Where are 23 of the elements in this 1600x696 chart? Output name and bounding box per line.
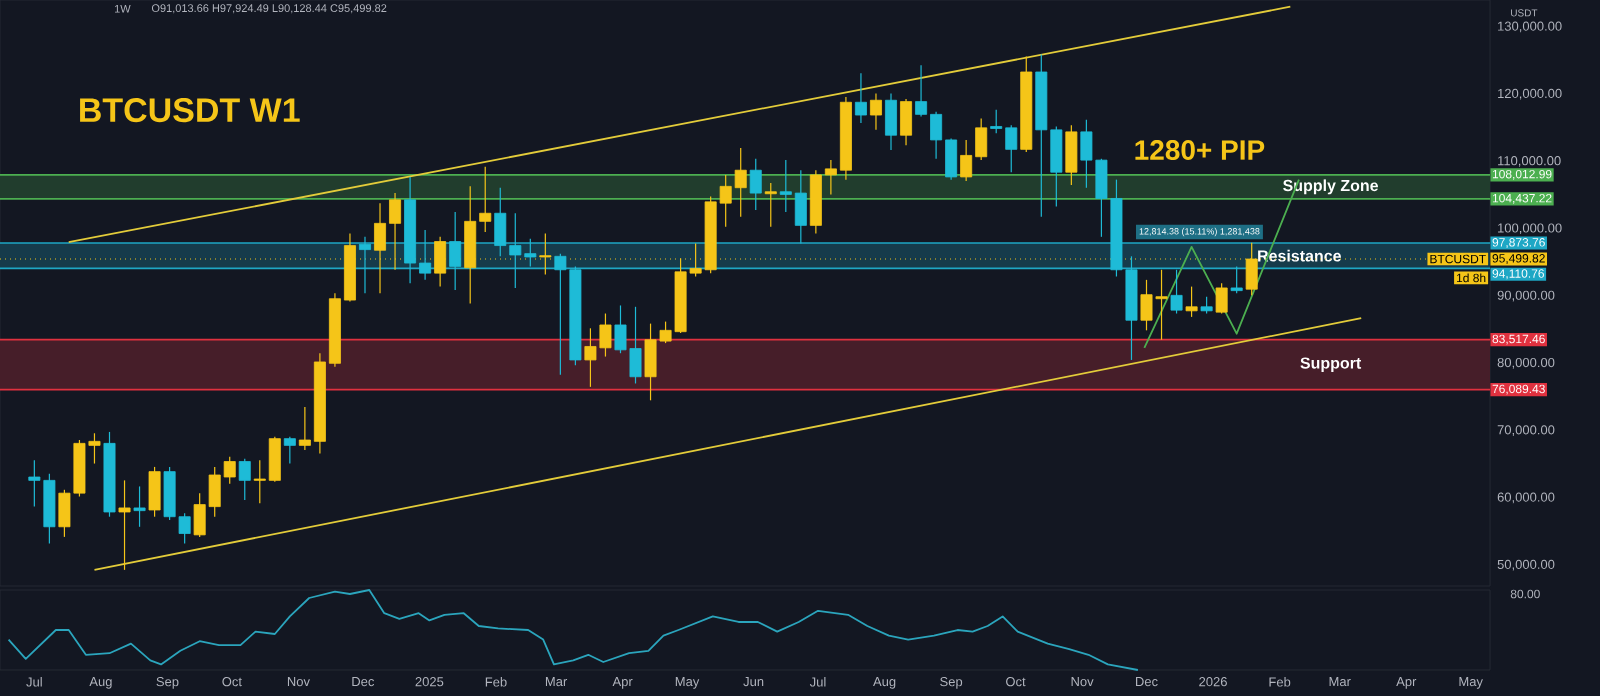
band-label: Supply Zone [1283,179,1379,195]
candlestick [749,158,762,211]
candlestick [118,479,131,571]
candlestick [764,182,777,228]
candlestick [1185,286,1198,318]
candlestick [854,72,867,124]
annotation: 1280+ PIP [1135,140,1265,160]
candlestick [133,485,146,528]
candlestick [359,236,371,294]
candlestick [283,436,296,465]
candlestick [238,458,251,501]
candlestick [900,98,913,146]
candlestick [148,466,161,518]
candlestick [1215,282,1228,315]
text: BTCUSDT W1 [80,98,300,123]
candlestick [885,92,897,151]
candlestick [1170,269,1183,315]
band-label: Support [1300,357,1362,372]
candlestick [869,92,882,131]
candlestick [1065,124,1078,186]
candlestick [449,211,462,291]
candlestick [1230,265,1243,294]
band-label: Resistance [1258,249,1341,262]
